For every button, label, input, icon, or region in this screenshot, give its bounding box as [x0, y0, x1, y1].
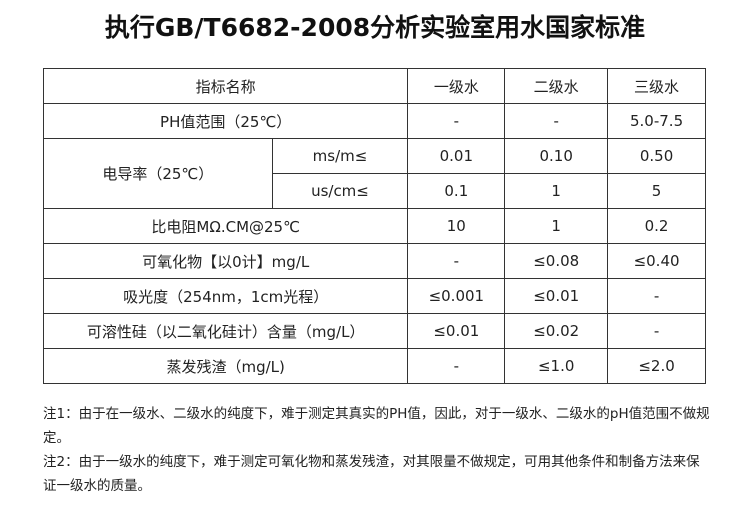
cell: 0.10 [504, 138, 609, 174]
row-name: 可溶性硅（以二氧化硅计）含量（mg/L） [42, 313, 409, 349]
cell: ≤0.02 [504, 313, 609, 349]
row-name: 吸光度（254nm，1cm光程） [42, 278, 409, 314]
unit-cell: ms/m≤ [271, 138, 409, 174]
cell: ≤0.40 [607, 243, 706, 279]
cell: 5 [607, 173, 706, 209]
cell: - [607, 278, 706, 314]
notes: 注1：由于在一级水、二级水的纯度下，难于测定其真实的PH值，因此，对于一级水、二… [43, 402, 713, 498]
cell: ≤2.0 [607, 348, 706, 384]
cell: 10 [407, 208, 506, 244]
header-cell: 一级水 [407, 68, 506, 104]
cell: 5.0-7.5 [607, 103, 706, 139]
row-name: 电导率（25℃） [43, 138, 273, 209]
header-cell: 二级水 [504, 68, 609, 104]
cell: 0.01 [407, 138, 506, 174]
note-1: 注1：由于在一级水、二级水的纯度下，难于测定其真实的PH值，因此，对于一级水、二… [43, 406, 710, 446]
note-2: 注2：由于一级水的纯度下，难于测定可氧化物和蒸发残渣，对其限量不做规定，可用其他… [43, 454, 700, 494]
cell: 0.2 [607, 208, 706, 244]
cell: 1 [504, 173, 609, 209]
cell: ≤0.08 [504, 243, 609, 279]
water-standard-table: 指标名称 一级水 二级水 三级水 PH值范围（25℃） - - 5.0-7.5 … [42, 68, 706, 384]
cell: ≤0.01 [504, 278, 609, 314]
header-cell: 三级水 [607, 68, 706, 104]
table-row: 蒸发残渣（mg/L) - ≤1.0 ≤2.0 [42, 348, 706, 384]
table-row: 比电阻MΩ.CM@25℃ 10 1 0.2 [42, 208, 706, 244]
row-name: 可氧化物【以0计】mg/L [42, 243, 409, 279]
table-row: 电导率（25℃） ms/m≤ 0.01 0.10 0.50 [43, 138, 706, 209]
header-row: 指标名称 一级水 二级水 三级水 [42, 68, 706, 104]
row-name: 比电阻MΩ.CM@25℃ [42, 208, 409, 244]
row-name: 蒸发残渣（mg/L) [42, 348, 409, 384]
table-row: 可氧化物【以0计】mg/L - ≤0.08 ≤0.40 [42, 243, 706, 279]
cell: - [407, 103, 506, 139]
page-title: 执行GB/T6682-2008分析实验室用水国家标准 [104, 13, 646, 42]
cell: - [407, 348, 506, 384]
cell: ≤0.01 [407, 313, 506, 349]
cell: - [504, 103, 609, 139]
cell: ≤0.001 [407, 278, 506, 314]
table-row: 可溶性硅（以二氧化硅计）含量（mg/L） ≤0.01 ≤0.02 - [42, 313, 706, 349]
cell: - [607, 313, 706, 349]
unit-cell: us/cm≤ [271, 173, 409, 209]
header-cell: 指标名称 [42, 68, 409, 104]
cell: 0.1 [407, 173, 506, 209]
cell: - [407, 243, 506, 279]
cell: ≤1.0 [504, 348, 609, 384]
row-name: PH值范围（25℃） [42, 103, 409, 139]
cell: 1 [504, 208, 609, 244]
table-row: 吸光度（254nm，1cm光程） ≤0.001 ≤0.01 - [42, 278, 706, 314]
table-row: PH值范围（25℃） - - 5.0-7.5 [42, 103, 706, 139]
cell: 0.50 [607, 138, 706, 174]
